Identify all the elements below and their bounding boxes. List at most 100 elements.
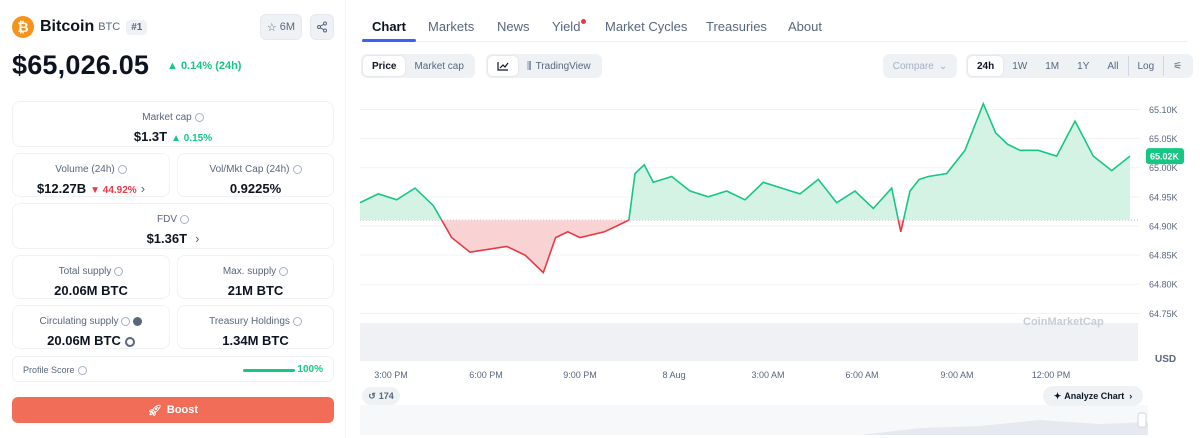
- price-change-24h: ▲ 0.14% (24h): [167, 60, 242, 72]
- info-icon: [292, 316, 302, 326]
- progress-ring-icon: [124, 336, 135, 347]
- tab-markets[interactable]: Markets: [428, 19, 475, 34]
- rocket-icon: 🚀︎: [147, 404, 162, 417]
- verified-icon: [133, 316, 143, 326]
- bitcoin-logo-icon: ₿: [12, 16, 34, 38]
- max-supply-label: Max. supply: [222, 266, 277, 277]
- tab-market-cycles[interactable]: Market Cycles: [605, 19, 688, 34]
- tradingview-label: TradingView: [535, 60, 591, 72]
- coin-symbol: BTC: [98, 21, 121, 33]
- analyze-chart-label: Analyze Chart: [1064, 391, 1125, 401]
- y-tick-label: 64.75K: [1149, 309, 1178, 319]
- coin-header: ₿ Bitcoin BTC #1: [12, 16, 148, 38]
- coin-rank-badge: #1: [126, 19, 148, 35]
- x-tick-label: 8 Aug: [662, 370, 685, 380]
- x-tick-label: 6:00 PM: [469, 370, 503, 380]
- sparkle-icon: ✦: [1053, 390, 1062, 401]
- tab-news[interactable]: News: [497, 19, 530, 34]
- chevron-down-icon: ⌄: [938, 60, 948, 72]
- share-button[interactable]: [310, 14, 334, 40]
- range-1w-button[interactable]: 1W: [1012, 60, 1028, 72]
- info-icon: [117, 164, 127, 174]
- candlestick-icon: ⫼: [527, 60, 532, 72]
- time-range-toggle: 24h 1W 1M 1Y All Log ⚟: [966, 54, 1194, 78]
- info-icon: [279, 266, 289, 276]
- profile-score-value: 100%: [297, 364, 323, 375]
- fdv-card[interactable]: FDV $1.36T ›: [12, 203, 334, 249]
- range-24h-button[interactable]: 24h: [968, 56, 1004, 76]
- market-cap-view-button[interactable]: Market cap: [414, 60, 464, 72]
- market-cap-label: Market cap: [142, 112, 192, 123]
- total-supply-value: 20.06M BTC: [54, 283, 128, 298]
- market-cap-value: $1.3T: [133, 129, 168, 144]
- watchlist-button[interactable]: ☆ 6M: [260, 14, 302, 40]
- market-cap-card[interactable]: Market cap $1.3T ▲ 0.15%: [12, 101, 334, 147]
- current-price-label: 65.02K: [1150, 152, 1180, 162]
- tab-chart[interactable]: Chart: [372, 19, 406, 34]
- log-scale-button[interactable]: Log: [1127, 56, 1164, 76]
- treasury-holdings-card[interactable]: Treasury Holdings 1.34M BTC: [177, 305, 334, 349]
- tab-about[interactable]: About: [788, 19, 822, 34]
- x-tick-label: 3:00 PM: [374, 370, 408, 380]
- chevron-right-icon: ›: [195, 231, 200, 246]
- price-chart[interactable]: 65.10K 65.05K 65.00K 64.95K 64.90K 64.85K 64.8…: [360, 90, 1188, 435]
- analyze-chart-button[interactable]: ✦ Analyze Chart ›: [1043, 386, 1143, 406]
- navigator-sparkline: [860, 420, 1148, 435]
- volume-change: ▼ 44.92%: [90, 185, 137, 196]
- chart-view-toggle: Price Market cap: [361, 54, 475, 78]
- range-all-button[interactable]: All: [1107, 60, 1119, 72]
- star-icon: ☆: [266, 21, 277, 34]
- price-view-button[interactable]: Price: [363, 56, 406, 76]
- comments-count: 174: [378, 391, 394, 401]
- max-supply-value: 21M BTC: [227, 283, 284, 298]
- line-chart-button[interactable]: [488, 56, 518, 76]
- x-tick-label: 6:00 AM: [845, 370, 878, 380]
- vol-mkt-cap-card[interactable]: Vol/Mkt Cap (24h) 0.9225%: [177, 153, 334, 197]
- comments-badge[interactable]: ↺ 174: [362, 387, 400, 405]
- y-axis-unit: USD: [1155, 354, 1176, 365]
- info-icon: [114, 266, 124, 276]
- profile-score[interactable]: Profile Score 100%: [12, 356, 334, 382]
- boost-button[interactable]: 🚀︎ Boost: [12, 397, 334, 423]
- info-icon: [292, 164, 302, 174]
- chart-settings-button[interactable]: ⚟: [1163, 56, 1191, 76]
- price-line-up: [360, 101, 1131, 221]
- tradingview-button[interactable]: ⫼ TradingView: [518, 56, 600, 76]
- info-icon: [180, 214, 189, 224]
- y-tick-label: 65.05K: [1149, 134, 1178, 144]
- boost-label: Boost: [166, 404, 199, 416]
- y-tick-label: 64.80K: [1149, 280, 1178, 290]
- circulating-supply-card[interactable]: Circulating supply 20.06M BTC: [12, 305, 170, 349]
- price-area-up: [360, 103, 1130, 221]
- total-supply-label: Total supply: [58, 266, 112, 277]
- y-tick-label: 65.00K: [1149, 163, 1178, 173]
- y-tick-label: 64.85K: [1149, 251, 1178, 261]
- coin-price: $65,026.05: [12, 50, 150, 80]
- chevron-right-icon: ›: [140, 181, 146, 196]
- watch-count: 6M: [279, 21, 296, 33]
- treasury-holdings-label: Treasury Holdings: [209, 316, 290, 327]
- y-tick-label: 64.95K: [1149, 192, 1178, 202]
- price-area-down: [360, 220, 1130, 273]
- x-tick-label: 12:00 PM: [1032, 370, 1071, 380]
- info-icon: [121, 316, 131, 326]
- total-supply-card[interactable]: Total supply 20.06M BTC: [12, 255, 170, 299]
- range-1y-button[interactable]: 1Y: [1077, 60, 1090, 72]
- line-chart-icon: [497, 62, 509, 71]
- volume-card[interactable]: Volume (24h) $12.27B ▼ 44.92% ›: [12, 153, 170, 197]
- volume-band: [360, 323, 1138, 361]
- range-1m-button[interactable]: 1M: [1045, 60, 1060, 72]
- tab-treasuries[interactable]: Treasuries: [706, 19, 767, 34]
- volume-value: $12.27B: [36, 181, 87, 196]
- history-icon: ↺: [368, 390, 376, 401]
- max-supply-card[interactable]: Max. supply 21M BTC: [177, 255, 334, 299]
- tab-yield[interactable]: Yield: [552, 19, 587, 34]
- share-icon: [317, 21, 327, 33]
- market-cap-change: ▲ 0.15%: [171, 133, 213, 144]
- x-tick-label: 9:00 AM: [940, 370, 973, 380]
- coinmarketcap-watermark: CoinMarketCap: [1023, 316, 1104, 328]
- navigator-handle: [1137, 412, 1147, 428]
- compare-dropdown[interactable]: Compare ⌄: [883, 54, 957, 78]
- x-tick-label: 9:00 PM: [563, 370, 597, 380]
